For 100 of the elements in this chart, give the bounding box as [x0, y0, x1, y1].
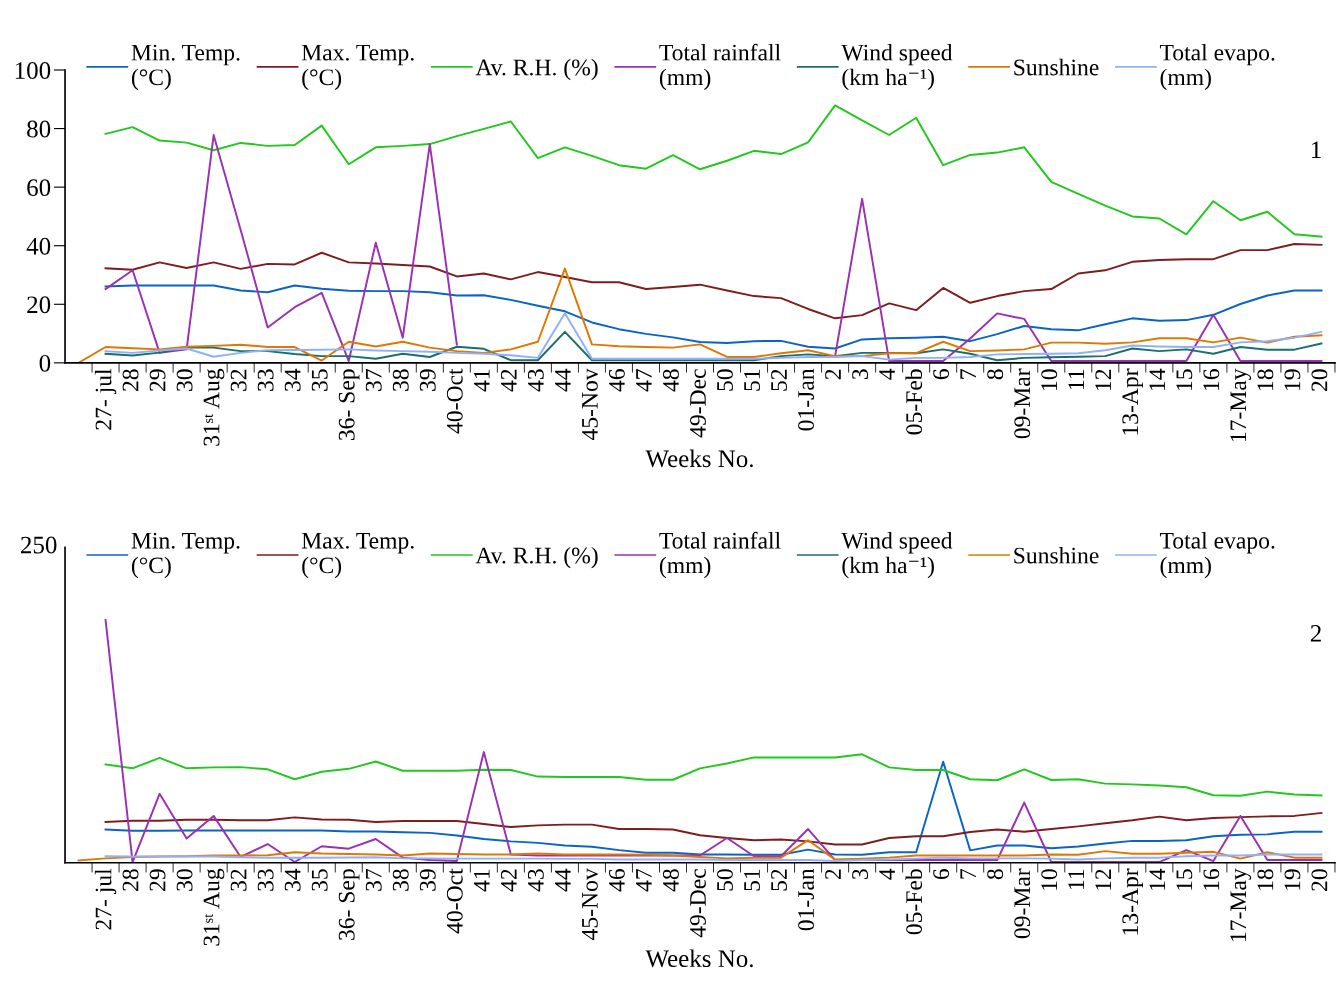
x-tick-label: 42 [500, 869, 517, 892]
legend-label: Sunshine [1014, 546, 1099, 564]
legend-label: Sunshine [1014, 58, 1099, 76]
x-tick-label: 05-Feb [905, 869, 923, 935]
x-tick-label: 48 [662, 869, 679, 892]
x-tick-label: 32 [230, 369, 247, 391]
x-tick-label: 12 [1095, 369, 1111, 390]
x-tick-label: 19 [1284, 369, 1301, 390]
x-tick-label: 34 [284, 868, 301, 891]
x-tick-label: 35 [311, 869, 328, 891]
x-tick-label: 28 [122, 369, 139, 391]
x-tick-label: 52 [771, 869, 787, 891]
x-tick-label: 19 [1284, 869, 1301, 890]
x-tick-label: 2 [825, 369, 841, 380]
x-tick-label: 41 [473, 369, 490, 392]
line-series [104, 104, 1323, 238]
x-tick-label: 45-Nov [582, 368, 598, 441]
x-tick-label: 43 [527, 369, 544, 392]
x-tick-label: 52 [771, 369, 787, 391]
legend-label: Max. Temp. (°C) [301, 44, 414, 91]
x-tick-label: 49-Dec [690, 869, 706, 938]
x-tick-label: 45-Nov [582, 868, 598, 940]
x-tick-label: 2 [825, 869, 841, 880]
x-tick-label: 13-Apr [1122, 368, 1144, 435]
x-tick-label: 37 [365, 369, 382, 391]
x-tick-label: 17-May [1230, 368, 1252, 442]
line-series [104, 242, 1323, 320]
x-tick-label: 29 [149, 869, 166, 891]
legend-label: Wind speed (km ha⁻¹) [841, 43, 953, 91]
x-tick-label: 14 [1149, 368, 1166, 390]
x-axis-title: Weeks No. [645, 949, 753, 968]
x-tick-label: 43 [527, 869, 544, 892]
x-tick-label: 13-Apr [1122, 868, 1144, 935]
legend-label: Av. R.H. (%) [475, 546, 598, 569]
x-tick-label: 40-Oct [446, 868, 463, 934]
x-tick-label: 7 [960, 868, 976, 879]
x-tick-label: 17-May [1230, 868, 1252, 941]
x-tick-label: 33 [257, 369, 274, 391]
y-tick-label: 40 [26, 237, 51, 255]
x-tick-label: 3 [852, 869, 869, 879]
x-tick-label: 31ˢᵗ Aug [203, 368, 225, 446]
x-tick-label: 16 [1203, 369, 1220, 390]
annotation: 2 [1310, 625, 1321, 642]
x-tick-label: 36- Sep [338, 369, 360, 441]
x-tick-label: 11 [1068, 369, 1084, 390]
x-tick-label: 10 [1041, 369, 1058, 390]
legend-label: Total evapo. (mm) [1159, 532, 1275, 579]
x-tick-label: 48 [662, 369, 679, 392]
x-tick-label: 20 [1311, 869, 1328, 891]
line-series [77, 267, 1323, 363]
x-tick-label: 8 [987, 369, 1004, 380]
text: 250 [21, 536, 57, 554]
x-tick-label: 28 [122, 869, 139, 891]
y-tick-label: 100 [15, 62, 51, 79]
x-tick-label: 01-Jan [798, 368, 814, 431]
x-tick-label: 10 [1041, 869, 1058, 890]
x-tick-label: 01-Jan [798, 868, 814, 931]
x-tick-label: 42 [500, 369, 517, 392]
line-series [104, 330, 1323, 362]
x-tick-label: 20 [1311, 369, 1328, 391]
x-axis-title: Weeks No. [645, 449, 753, 468]
x-tick-label: 46 [608, 369, 625, 392]
y-tick-label: 20 [27, 296, 51, 314]
legend-label: Min. Temp. (°C) [131, 532, 240, 579]
x-tick-label: 16 [1203, 869, 1220, 890]
x-tick-label: 27- jul [94, 368, 117, 430]
x-tick-label: 41 [473, 869, 490, 892]
legend-label: Max. Temp. (°C) [301, 532, 414, 579]
x-tick-label: 09-Mar [1014, 868, 1031, 939]
legend-label: Total rainfall (mm) [659, 43, 781, 91]
x-tick-label: 11 [1068, 869, 1084, 889]
legend-label: Wind speed (km ha⁻¹) [841, 532, 953, 579]
x-tick-label: 32 [230, 869, 247, 891]
x-tick-label: 30 [176, 369, 193, 391]
x-tick-label: 12 [1095, 869, 1111, 890]
x-tick-label: 33 [257, 869, 274, 891]
x-tick-label: 46 [608, 869, 625, 892]
x-tick-label: 40-Oct [446, 368, 463, 434]
x-tick-label: 38 [392, 869, 409, 891]
x-tick-label: 34 [284, 368, 301, 391]
x-tick-label: 3 [852, 369, 869, 380]
x-tick-label: 31ˢᵗ Aug [203, 868, 225, 946]
legend-label: Total evapo. (mm) [1159, 43, 1275, 91]
legend-label: Total rainfall (mm) [659, 531, 781, 579]
x-tick-label: 7 [960, 369, 976, 379]
x-tick-label: 4 [879, 368, 895, 380]
x-tick-label: 15 [1176, 869, 1193, 890]
x-tick-label: 51 [744, 369, 760, 391]
x-tick-label: 09-Mar [1014, 368, 1031, 439]
y-tick-label: 0 [39, 354, 51, 372]
x-tick-label: 4 [879, 868, 895, 880]
x-tick-label: 49-Dec [690, 369, 706, 438]
x-tick-label: 8 [987, 869, 1004, 880]
x-tick-label: 44 [555, 368, 571, 392]
x-tick-label: 37 [365, 868, 382, 891]
x-tick-label: 05-Feb [905, 369, 923, 435]
x-tick-label: 39 [419, 369, 436, 391]
x-tick-label: 51 [744, 869, 760, 891]
x-tick-label: 6 [933, 869, 950, 880]
x-tick-label: 39 [419, 869, 436, 891]
